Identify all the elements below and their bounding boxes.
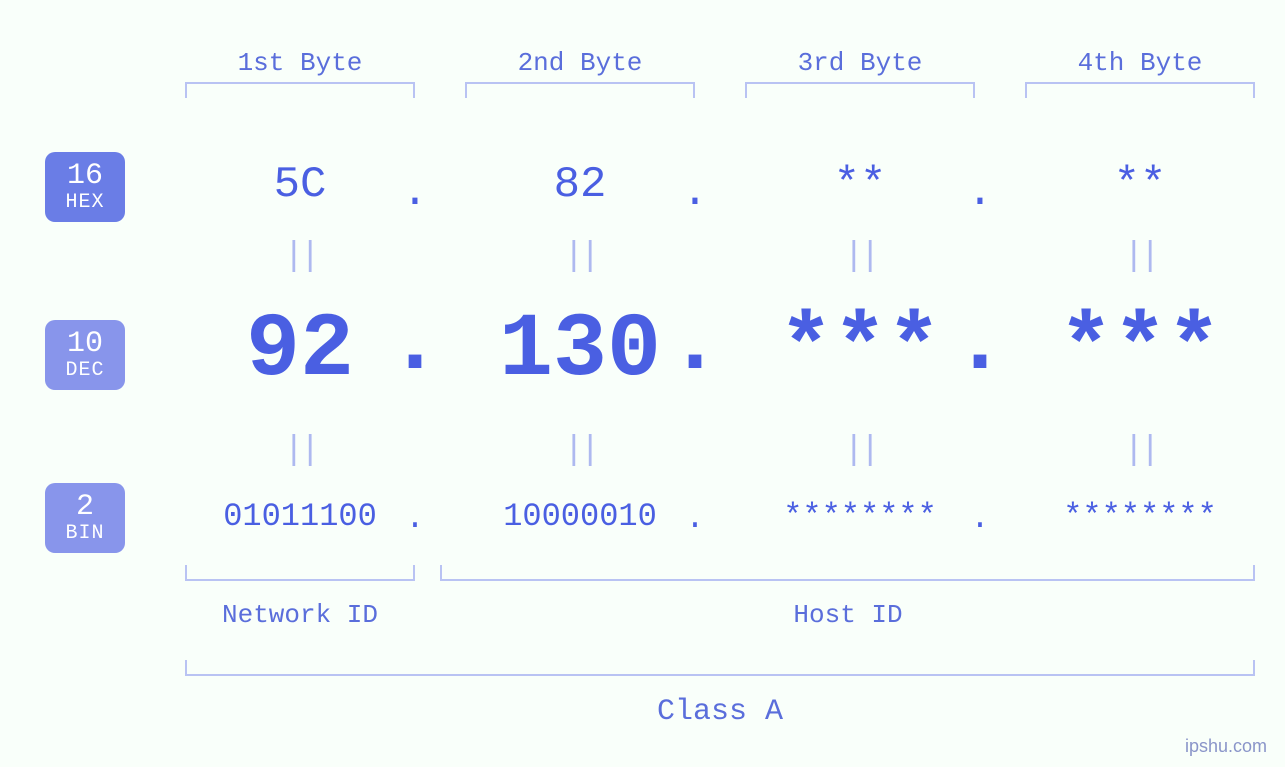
base-badge-txt: BIN: [65, 523, 104, 544]
equals-glyph: ||: [1120, 238, 1160, 276]
dec-value: ***: [1010, 300, 1270, 402]
equals-glyph: ||: [560, 238, 600, 276]
base-badge-txt: DEC: [65, 360, 104, 381]
id-bracket: [440, 565, 1255, 581]
base-badge-num: 16: [67, 161, 103, 193]
hex-dot: .: [395, 168, 435, 218]
equals-glyph: ||: [560, 432, 600, 470]
bin-value: 10000010: [450, 498, 710, 535]
dec-dot: .: [950, 294, 1010, 396]
hex-value: 5C: [190, 160, 410, 210]
equals-glyph: ||: [280, 432, 320, 470]
bin-dot: .: [965, 500, 995, 537]
class-label: Class A: [570, 695, 870, 729]
byte-bracket-top: [185, 82, 415, 98]
bin-value: 01011100: [170, 498, 430, 535]
byte-label: 3rd Byte: [750, 48, 970, 78]
equals-glyph: ||: [1120, 432, 1160, 470]
byte-label: 2nd Byte: [470, 48, 690, 78]
base-badge: 16HEX: [45, 152, 125, 222]
hex-value: **: [750, 160, 970, 210]
id-bracket: [185, 565, 415, 581]
equals-glyph: ||: [280, 238, 320, 276]
hex-value: **: [1030, 160, 1250, 210]
class-bracket: [185, 660, 1255, 676]
bin-dot: .: [680, 500, 710, 537]
hex-dot: .: [960, 168, 1000, 218]
bin-value: ********: [1010, 498, 1270, 535]
base-badge-txt: HEX: [65, 192, 104, 213]
bin-dot: .: [400, 500, 430, 537]
base-badge-num: 10: [67, 329, 103, 361]
base-badge-num: 2: [76, 492, 94, 524]
byte-bracket-top: [745, 82, 975, 98]
id-label: Network ID: [150, 600, 450, 630]
base-badge: 10DEC: [45, 320, 125, 390]
byte-bracket-top: [465, 82, 695, 98]
equals-glyph: ||: [840, 432, 880, 470]
base-badge: 2BIN: [45, 483, 125, 553]
watermark: ipshu.com: [1185, 736, 1267, 757]
hex-dot: .: [675, 168, 715, 218]
equals-glyph: ||: [840, 238, 880, 276]
bin-value: ********: [730, 498, 990, 535]
byte-label: 4th Byte: [1030, 48, 1250, 78]
byte-bracket-top: [1025, 82, 1255, 98]
dec-dot: .: [665, 294, 725, 396]
dec-dot: .: [385, 294, 445, 396]
hex-value: 82: [470, 160, 690, 210]
id-label: Host ID: [698, 600, 998, 630]
byte-label: 1st Byte: [190, 48, 410, 78]
